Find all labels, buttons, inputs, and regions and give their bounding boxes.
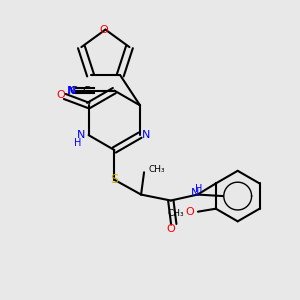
Text: O: O (167, 224, 175, 234)
Text: O: O (56, 90, 65, 100)
Text: C: C (69, 85, 77, 96)
Text: N: N (77, 130, 86, 140)
Text: O: O (186, 207, 194, 217)
Text: C: C (82, 85, 90, 96)
Text: N: N (142, 130, 150, 140)
Text: O: O (100, 25, 108, 34)
Text: H: H (195, 184, 203, 194)
Text: N: N (67, 85, 75, 96)
Text: H: H (74, 138, 81, 148)
Text: N: N (190, 188, 199, 198)
Text: CH₃: CH₃ (148, 165, 165, 174)
Text: N: N (68, 85, 76, 96)
Text: CH₃: CH₃ (168, 209, 184, 218)
Text: S: S (110, 173, 118, 186)
